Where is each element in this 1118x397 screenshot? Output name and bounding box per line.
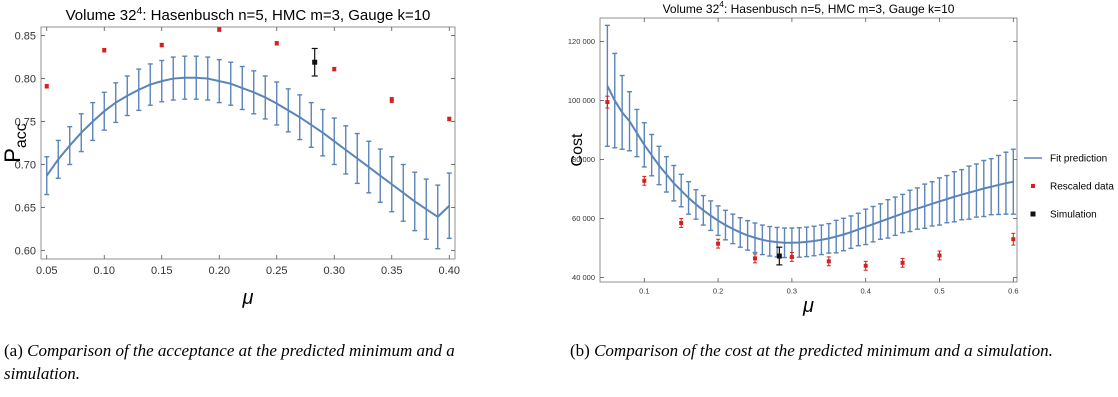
fit-prediction-line xyxy=(45,76,450,219)
y-tick-label: 100 000 xyxy=(568,96,595,105)
caption-b: (b) Comparison of the cost at the predic… xyxy=(570,339,1118,362)
x-tick-label: 0.05 xyxy=(36,265,57,277)
rescaled-data-point xyxy=(716,241,721,246)
y-tick-label: 40 000 xyxy=(572,273,595,282)
rescaled-data-point xyxy=(679,221,684,226)
simulation-point xyxy=(312,59,318,65)
rescaled-data-point xyxy=(274,41,279,46)
y-tick-label: 0.85 xyxy=(15,30,36,42)
rescaled-data-point xyxy=(937,253,942,258)
x-tick-label: 0.40 xyxy=(439,265,460,277)
legend-fit-label: Fit prediction xyxy=(1050,154,1107,165)
rescaled-data-point xyxy=(863,263,868,268)
x-tick-label: 0.1 xyxy=(639,287,649,296)
x-tick-label: 0.5 xyxy=(934,287,944,296)
chart-title-pre: Volume 32 xyxy=(66,7,137,24)
y-tick-label: 0.80 xyxy=(15,73,36,85)
rescaled-data-point xyxy=(1011,237,1016,242)
x-tick-label: 0.35 xyxy=(381,265,402,277)
acceptance-chart: Volume 324: Hasenbusch n=5, HMC m=3, Gau… xyxy=(0,5,460,309)
legend-rescaled-swatch xyxy=(1031,184,1035,188)
plot-frame xyxy=(40,26,456,260)
chart-panel-acceptance: Volume 324: Hasenbusch n=5, HMC m=3, Gau… xyxy=(0,5,504,385)
y-tick-label: 0.75 xyxy=(15,116,36,128)
legend-simulation-label: Simulation xyxy=(1050,210,1097,221)
rescaled-data-point xyxy=(605,100,610,105)
rescaled-data-point xyxy=(389,98,394,103)
y-tick-label: 0.70 xyxy=(15,159,36,171)
x-tick-label: 0.15 xyxy=(151,265,172,277)
rescaled-data-point xyxy=(102,48,107,53)
rescaled-data-point xyxy=(447,116,452,121)
legend-rescaled-label: Rescaled data xyxy=(1050,182,1114,193)
caption-b-label: (b) xyxy=(570,341,590,360)
x-axis-label: μ xyxy=(802,295,814,317)
x-axis-label: μ xyxy=(242,287,254,309)
rescaled-data-point xyxy=(44,84,49,89)
x-tick-label: 0.3 xyxy=(787,287,797,296)
chart-title: Volume 324: Hasenbusch n=5, HMC m=3, Gau… xyxy=(663,0,955,16)
caption-a-text: Comparison of the acceptance at the pred… xyxy=(4,341,455,383)
caption-a: (a) Comparison of the acceptance at the … xyxy=(4,339,504,385)
y-tick-label: 0.65 xyxy=(15,202,36,214)
y-tick-label: 80 000 xyxy=(572,155,595,164)
y-tick-label: 0.60 xyxy=(15,245,36,257)
y-axis-label-main: P xyxy=(0,148,25,163)
x-tick-label: 0.30 xyxy=(324,265,345,277)
rescaled-data-point xyxy=(826,259,831,264)
caption-a-label: (a) xyxy=(4,341,23,360)
rescaled-data-point xyxy=(159,43,164,48)
legend-simulation-swatch xyxy=(1030,211,1036,217)
chart-title-sup: 4 xyxy=(719,0,724,9)
fit-prediction-line xyxy=(606,85,1014,244)
simulation-point xyxy=(776,253,782,259)
cost-chart: Volume 324: Hasenbusch n=5, HMC m=3, Gau… xyxy=(568,0,1114,317)
x-tick-label: 0.20 xyxy=(209,265,230,277)
caption-b-text: Comparison of the cost at the predicted … xyxy=(594,341,1053,360)
y-axis-label-sub: acc xyxy=(13,123,30,148)
x-tick-label: 0.10 xyxy=(94,265,115,277)
rescaled-data-point xyxy=(789,254,794,259)
chart-panel-cost: Volume 324: Hasenbusch n=5, HMC m=3, Gau… xyxy=(560,0,1118,397)
plot-frame xyxy=(599,17,1018,283)
chart-title-post: : Hasenbusch n=5, HMC m=3, Gauge k=10 xyxy=(724,2,955,16)
y-tick-label: 60 000 xyxy=(572,214,595,223)
x-tick-label: 0.2 xyxy=(713,287,723,296)
rescaled-data-point xyxy=(217,27,222,32)
rescaled-data-point xyxy=(900,260,905,265)
rescaled-data-point xyxy=(752,256,757,261)
y-tick-label: 120 000 xyxy=(568,37,595,46)
rescaled-data-point xyxy=(332,67,337,72)
x-tick-label: 0.6 xyxy=(1008,287,1018,296)
legend: Fit prediction Rescaled data Simulation xyxy=(1024,154,1114,221)
chart-title-pre: Volume 32 xyxy=(663,2,720,16)
plot-content xyxy=(44,27,452,250)
y-axis-label: Cost xyxy=(569,133,586,166)
chart-title-post: : Hasenbusch n=5, HMC m=3, Gauge k=10 xyxy=(142,7,430,24)
x-tick-label: 0.4 xyxy=(860,287,870,296)
chart-title: Volume 324: Hasenbusch n=5, HMC m=3, Gau… xyxy=(66,5,431,24)
x-tick-label: 0.25 xyxy=(266,265,287,277)
y-axis-label: Pacc xyxy=(0,123,30,163)
chart-title-sup: 4 xyxy=(136,5,142,17)
rescaled-data-point xyxy=(642,178,647,183)
plot-content xyxy=(604,24,1016,271)
